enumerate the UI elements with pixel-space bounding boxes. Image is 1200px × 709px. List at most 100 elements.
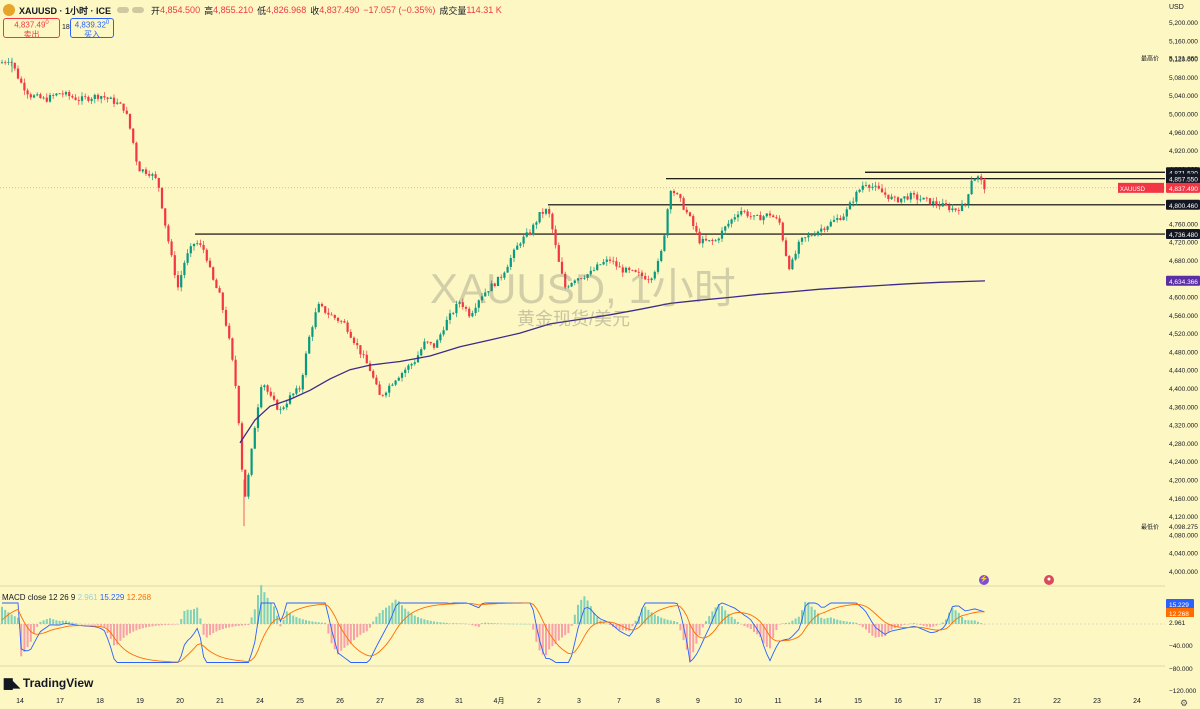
macd-histogram-bar	[861, 624, 864, 628]
macd-histogram-bar	[711, 611, 714, 624]
volume-value: 114.31 K	[466, 5, 502, 15]
candle-body	[663, 235, 666, 251]
macd-histogram-bar	[129, 624, 131, 634]
macd-histogram-bar	[602, 622, 605, 624]
candle-body	[528, 232, 532, 235]
macd-histogram-bar	[20, 624, 23, 657]
candle-body	[848, 202, 852, 210]
x-tick-label: 21	[216, 698, 224, 705]
sell-button[interactable]: 4,837.490 卖出	[3, 18, 60, 39]
price-label-bg	[1166, 182, 1200, 193]
macd-histogram-bar	[477, 624, 480, 627]
candle-body	[404, 369, 407, 374]
macd-histogram-bar	[401, 605, 403, 624]
symbol-header: XAUUSD · 1小时 · ICE 开 4,854.500 高 4,855.210…	[0, 0, 502, 20]
macd-histogram-bar	[721, 606, 723, 624]
macd-histogram-bar	[177, 624, 179, 625]
macd-histogram-bar	[52, 619, 55, 624]
price-label-tag: 最低价	[1141, 523, 1159, 531]
macd-histogram-bar	[845, 621, 848, 624]
candle-body	[298, 388, 301, 390]
y-tick-label: 4,200.000	[1169, 478, 1198, 485]
candle-body	[212, 267, 215, 280]
macd-header[interactable]: MACD close 12 26 9 2.961 15.229 12.268	[2, 593, 151, 602]
macd-histogram-bar	[980, 623, 983, 624]
y-tick-label: 4,320.000	[1169, 423, 1198, 430]
market-status-icon-2[interactable]	[132, 7, 145, 13]
macd-histogram-bar	[577, 604, 579, 624]
macd-histogram-bar	[967, 620, 970, 624]
candle-body	[503, 272, 506, 278]
macd-histogram-bar	[631, 624, 634, 627]
macd-histogram-bar	[122, 624, 125, 638]
x-tick-label: 10	[734, 698, 742, 705]
candle-body	[829, 221, 832, 227]
symbol-title[interactable]: XAUUSD · 1小时 · ICE	[19, 5, 112, 16]
candle-body	[861, 185, 864, 190]
candle-body	[480, 296, 484, 301]
candle-body	[314, 312, 317, 328]
macd-histogram-bar	[657, 616, 659, 624]
macd-histogram-bar	[266, 597, 269, 624]
macd-histogram-bar	[84, 624, 87, 625]
candle-body	[320, 303, 324, 307]
macd-histogram-bar	[74, 623, 77, 624]
candle-body	[653, 271, 656, 279]
macd-histogram-bar	[909, 623, 912, 625]
candle-body	[634, 270, 637, 272]
candle-body	[144, 169, 148, 174]
candle-body	[580, 278, 583, 280]
us-flag-icon[interactable]: ●	[1044, 575, 1054, 585]
buy-button[interactable]: 4,839.320 买入	[70, 18, 114, 39]
candle-body	[103, 96, 106, 98]
market-status-icon[interactable]	[117, 7, 130, 13]
x-tick-label: 31	[455, 698, 463, 705]
price-label-value: 4,857.550	[1169, 177, 1198, 184]
macd-histogram-bar	[573, 614, 576, 624]
x-tick-label: 14	[16, 698, 24, 705]
candle-body	[215, 279, 218, 289]
candle-body	[682, 198, 685, 210]
candle-body	[932, 201, 935, 205]
y-tick-label: 4,280.000	[1169, 441, 1198, 448]
macd-histogram-bar	[343, 624, 346, 648]
macd-histogram-bar	[554, 624, 557, 645]
candle-body	[16, 68, 20, 79]
candle-body	[711, 239, 714, 242]
candle-body	[183, 262, 186, 276]
candle-body	[228, 325, 231, 339]
macd-histogram-bar	[81, 624, 83, 625]
macd-histogram-bar	[324, 622, 327, 624]
candle-body	[852, 201, 855, 203]
macd-histogram-bar	[164, 624, 167, 626]
x-tick-label: 7	[617, 698, 621, 705]
macd-histogram-bar	[317, 622, 320, 624]
candle-body	[285, 403, 288, 408]
open-value: 4,854.500	[160, 5, 201, 15]
macd-histogram-bar	[7, 612, 10, 624]
x-tick-label: 2	[537, 698, 541, 705]
macd-histogram-bar	[26, 624, 29, 648]
x-tick-label: 11	[774, 698, 781, 705]
lightning-icon[interactable]: ⚡	[979, 575, 989, 585]
price-label-bg	[1166, 173, 1200, 184]
price-label-tag-bg	[1118, 182, 1164, 193]
candle-body	[842, 216, 845, 220]
open-label: 开	[151, 5, 161, 16]
candle-body	[448, 313, 452, 320]
candle-body	[445, 319, 448, 331]
macd-histogram-bar	[954, 610, 957, 624]
settings-gear-icon[interactable]: ⚙	[1180, 698, 1189, 708]
x-tick-label: 8	[656, 698, 660, 705]
x-tick-label: 14	[814, 698, 822, 705]
currency-label[interactable]: USD	[1169, 4, 1184, 11]
price-label-tag: 最高价	[1141, 55, 1159, 63]
candle-body	[535, 222, 538, 225]
candle-body	[679, 194, 682, 199]
candle-body	[109, 97, 112, 99]
macd-histogram-bar	[250, 617, 253, 624]
macd-histogram-bar	[116, 624, 119, 645]
macd-histogram-bar	[503, 623, 506, 625]
macd-histogram-bar	[961, 616, 963, 624]
